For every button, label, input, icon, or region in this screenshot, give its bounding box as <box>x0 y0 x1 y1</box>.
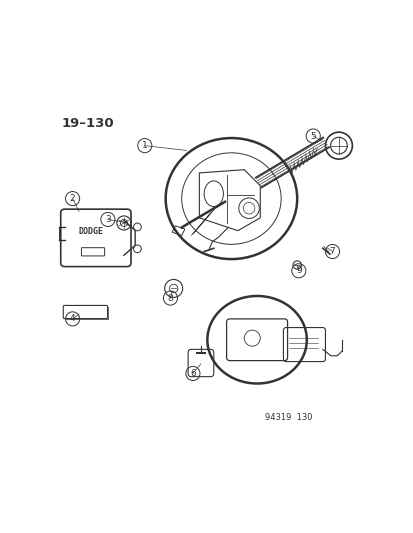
Text: 7: 7 <box>329 247 335 256</box>
Text: DODGE: DODGE <box>78 228 103 237</box>
Text: 9: 9 <box>295 266 301 275</box>
Text: 19–130: 19–130 <box>61 117 114 130</box>
Text: 6: 6 <box>190 369 195 378</box>
Text: 2: 2 <box>70 194 75 203</box>
Text: 1: 1 <box>142 141 147 150</box>
Text: 4: 4 <box>70 314 75 324</box>
Text: 8: 8 <box>167 294 173 303</box>
Text: 94319  130: 94319 130 <box>265 413 312 422</box>
Text: 5: 5 <box>310 132 316 141</box>
Text: 3: 3 <box>105 215 111 224</box>
